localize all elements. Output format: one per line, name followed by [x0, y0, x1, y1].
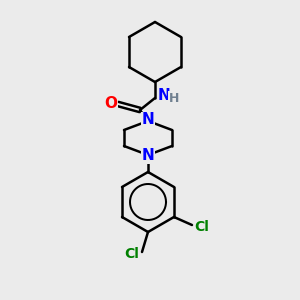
Text: N: N: [158, 88, 170, 103]
Text: H: H: [169, 92, 179, 104]
Text: N: N: [142, 112, 154, 128]
Text: Cl: Cl: [194, 220, 209, 234]
Text: N: N: [142, 148, 154, 164]
Text: O: O: [104, 95, 118, 110]
Text: Cl: Cl: [124, 247, 140, 261]
